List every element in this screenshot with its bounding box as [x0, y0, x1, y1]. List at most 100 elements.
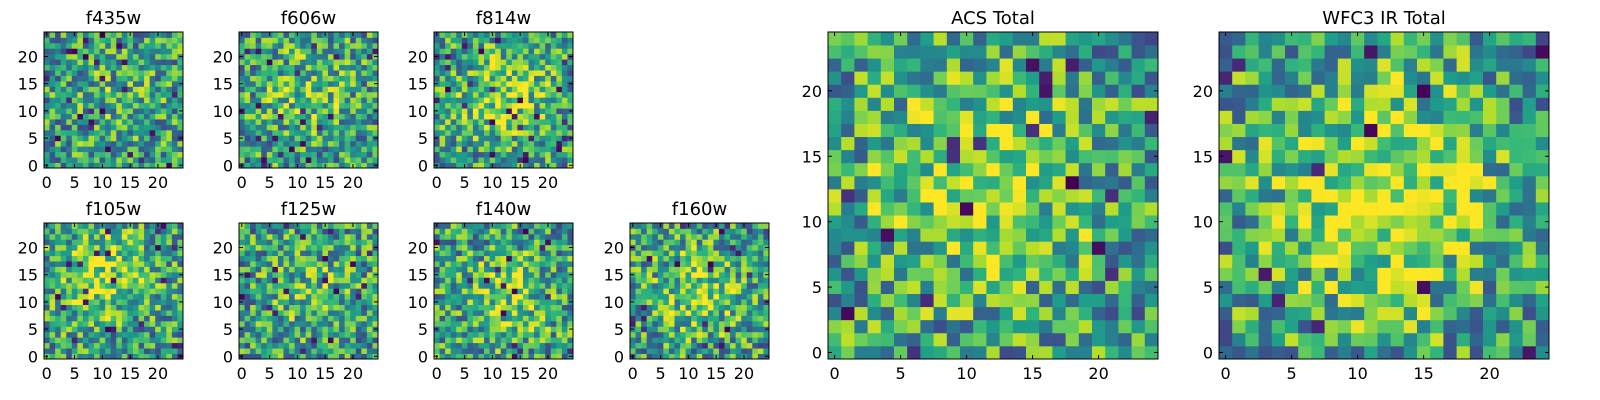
heatmap-cell: [71, 59, 78, 66]
heatmap-cell: [127, 320, 134, 327]
heatmap-cell: [121, 42, 128, 49]
heatmap-cell: [495, 293, 502, 300]
heatmap-cell: [641, 239, 648, 246]
heatmap-cell: [55, 282, 62, 289]
heatmap-cell: [366, 48, 373, 55]
heatmap-cell: [724, 228, 731, 235]
heatmap-cell: [718, 310, 725, 316]
heatmap-cell: [155, 266, 162, 273]
heatmap-cell: [691, 266, 698, 273]
heatmap-cell: [1039, 345, 1053, 360]
heatmap-cell: [333, 304, 340, 311]
heatmap-cell: [550, 70, 557, 76]
heatmap-cell: [177, 97, 184, 104]
heatmap-cell: [652, 304, 659, 311]
heatmap-cell: [841, 162, 855, 177]
heatmap-cell: [757, 239, 764, 246]
heatmap-cell: [894, 319, 908, 334]
heatmap-cell: [724, 261, 731, 267]
heatmap-cell: [244, 70, 251, 76]
heatmap-cell: [289, 315, 295, 322]
heatmap-cell: [506, 223, 513, 229]
heatmap-cell: [132, 37, 139, 44]
heatmap-cell: [946, 149, 961, 164]
heatmap-cell: [110, 162, 117, 169]
heatmap-cell: [724, 337, 731, 344]
heatmap-cell: [724, 255, 731, 262]
heatmap-cell: [539, 97, 546, 104]
heatmap-cell: [522, 315, 529, 322]
heatmap-cell: [746, 348, 753, 354]
heatmap-cell: [361, 146, 368, 153]
heatmap-cell: [668, 244, 675, 251]
heatmap-cell: [450, 59, 457, 66]
heatmap-cell: [718, 233, 725, 240]
heatmap-cell: [305, 250, 312, 257]
heatmap-cell: [696, 293, 703, 300]
heatmap-cell: [730, 244, 737, 251]
heatmap-cell: [110, 108, 117, 114]
heatmap-cell: [327, 91, 334, 98]
heatmap-cell: [127, 129, 134, 136]
heatmap-cell: [685, 228, 692, 235]
heatmap-cell: [646, 282, 653, 289]
heatmap-cell: [55, 250, 62, 257]
heatmap-cell: [272, 277, 279, 284]
panel-title: f435w: [86, 8, 141, 29]
heatmap-cell: [339, 151, 346, 158]
heatmap-cell: [305, 97, 312, 104]
heatmap-cell: [121, 135, 128, 142]
heatmap-cell: [456, 151, 463, 158]
heatmap-cell: [646, 337, 653, 344]
heatmap-cell: [718, 353, 725, 360]
heatmap-cell: [277, 315, 284, 322]
heatmap-cell: [450, 97, 457, 104]
heatmap-cell: [366, 348, 373, 354]
heatmap-cell: [60, 244, 67, 251]
heatmap-cell: [1092, 202, 1106, 216]
heatmap-cell: [880, 319, 895, 334]
heatmap-cell: [556, 239, 563, 246]
heatmap-cell: [121, 299, 128, 305]
heatmap-cell: [132, 157, 139, 163]
heatmap-cell: [49, 64, 56, 71]
heatmap-cell: [561, 59, 568, 66]
heatmap-cell: [316, 151, 323, 158]
heatmap-cell: [450, 146, 457, 153]
x-tick-label: 15: [315, 173, 335, 192]
x-tick-label: 15: [120, 173, 140, 192]
heatmap-cell: [506, 146, 513, 153]
heatmap-cell: [946, 345, 961, 360]
heatmap-cell: [272, 59, 279, 66]
heatmap-cell: [567, 64, 574, 71]
heatmap-cell: [522, 320, 529, 327]
heatmap-cell: [545, 315, 552, 322]
heatmap-cell: [478, 348, 485, 354]
heatmap-cell: [255, 124, 262, 131]
heatmap-cell: [561, 157, 568, 163]
heatmap-cell: [757, 293, 764, 300]
heatmap-cell: [528, 244, 535, 251]
heatmap-cell: [344, 146, 351, 153]
heatmap-cell: [746, 250, 753, 257]
heatmap-cell: [511, 124, 518, 131]
heatmap-cell: [841, 254, 855, 268]
heatmap-cell: [71, 288, 78, 295]
heatmap-cell: [110, 288, 117, 295]
heatmap-cell: [88, 293, 95, 300]
heatmap-cell: [500, 119, 507, 125]
heatmap-cell: [500, 223, 507, 229]
heatmap-cell: [522, 151, 529, 158]
heatmap-cell: [472, 140, 479, 147]
heatmap-cell: [239, 337, 245, 344]
heatmap-cell: [322, 342, 329, 349]
heatmap-cell: [355, 48, 362, 55]
heatmap-cell: [511, 80, 518, 87]
heatmap-cell: [1131, 188, 1146, 203]
heatmap-cell: [1144, 345, 1159, 360]
heatmap-cell: [506, 157, 513, 163]
heatmap-cell: [250, 80, 257, 87]
heatmap-cell: [283, 91, 290, 98]
heatmap-cell: [339, 37, 346, 44]
